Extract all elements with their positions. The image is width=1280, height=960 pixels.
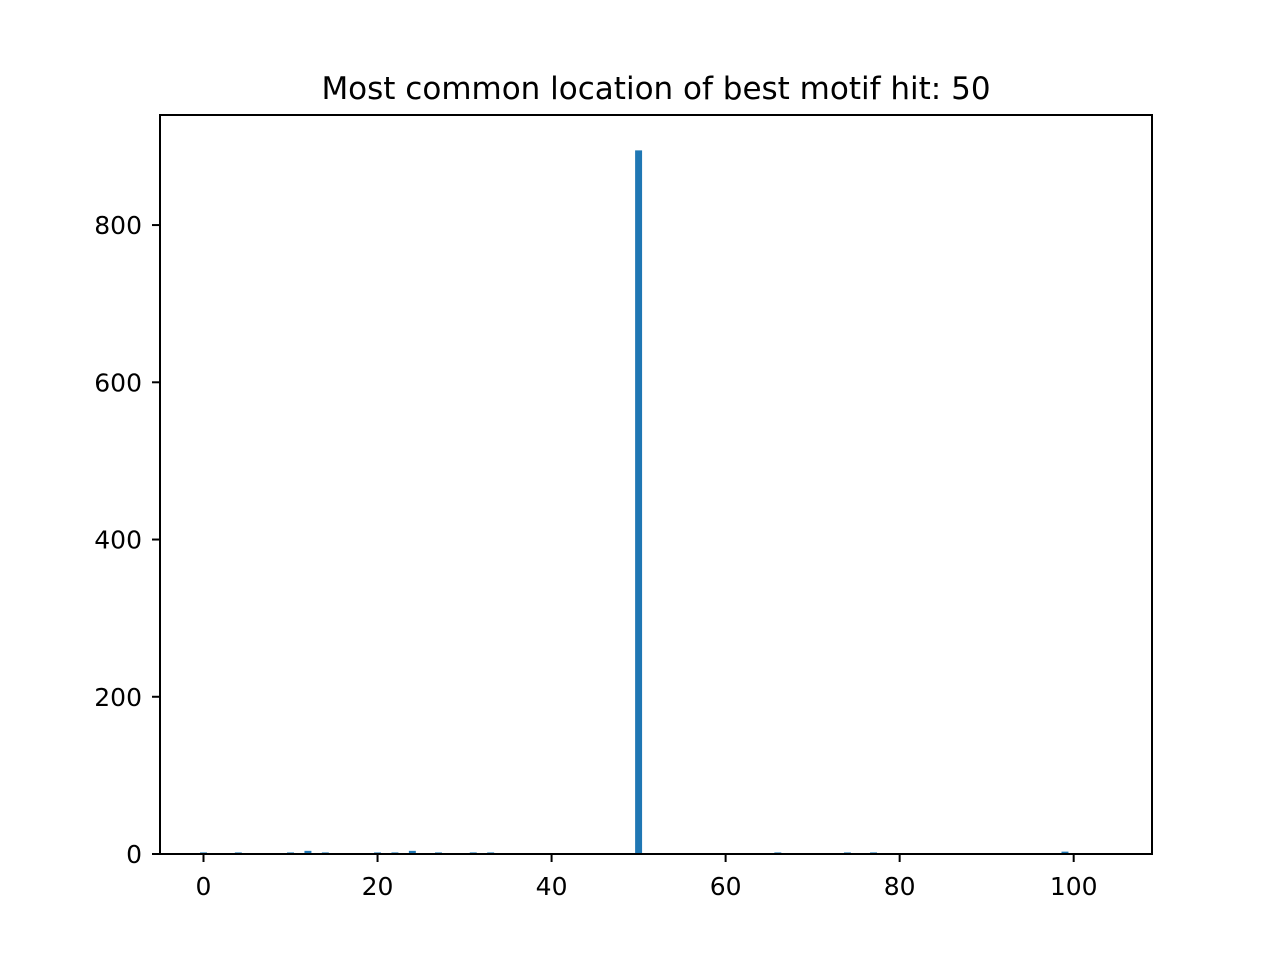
y-tick-label-600: 600 [94, 368, 142, 397]
bar-x-24 [408, 850, 416, 854]
x-tick-label-80: 80 [884, 872, 916, 901]
y-tick-label-200: 200 [94, 683, 142, 712]
x-tick-label-100: 100 [1050, 872, 1098, 901]
x-tick-label-0: 0 [196, 872, 212, 901]
x-tick-label-60: 60 [710, 872, 742, 901]
x-axis: 0 20 40 60 80 100 [196, 854, 1098, 901]
y-tick-label-800: 800 [94, 211, 142, 240]
y-tick-label-400: 400 [94, 526, 142, 555]
y-axis: 0 200 400 600 800 [94, 211, 160, 869]
x-tick-label-20: 20 [362, 872, 394, 901]
chart-title: Most common location of best motif hit: … [321, 71, 990, 107]
plot-area-frame [159, 114, 1153, 855]
y-tick-label-0: 0 [126, 840, 142, 869]
x-tick-label-40: 40 [536, 872, 568, 901]
bar-x-12 [304, 850, 312, 854]
bar-x-50 [635, 150, 643, 854]
bar-x-99 [1061, 851, 1069, 854]
